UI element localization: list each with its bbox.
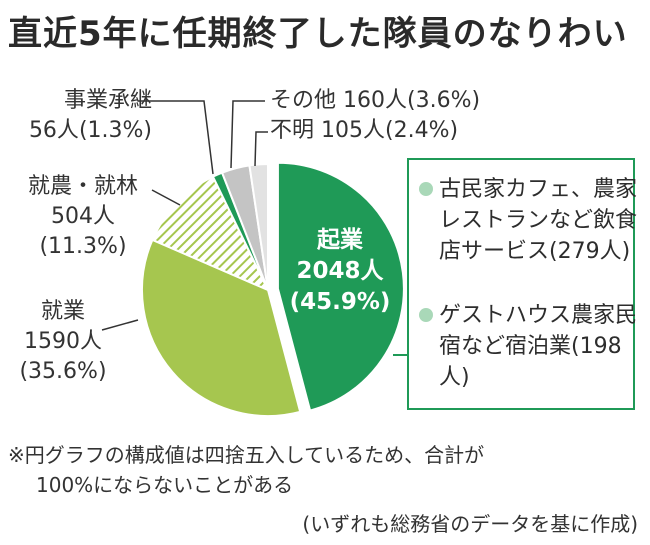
pie-slice-unknown bbox=[248, 162, 269, 291]
slice-label-line: その他 160人(3.6%) bbox=[270, 88, 481, 113]
breakdown-text: ゲストハウス農家民宿など宿泊業(198人) bbox=[439, 303, 638, 390]
slice-label-pct: (35.6%) bbox=[19, 359, 107, 384]
startup-breakdown-box: 古民家カフェ、農家レストランなど飲食店サービス(279人) ゲストハウス農家民宿… bbox=[407, 158, 637, 410]
pie-slice-startup bbox=[276, 161, 405, 412]
source-note: (いずれも総務省のデータを基に作成) bbox=[302, 512, 638, 536]
chart-title: 直近5年に任期終了した隊員のなりわい bbox=[8, 14, 628, 54]
footnote-line: 100%にならないことがある bbox=[36, 473, 294, 497]
label-employment: 就業 1590人 (35.6%) bbox=[8, 297, 118, 387]
label-business-succession: 事業承継 56人(1.3%) bbox=[12, 86, 152, 146]
slice-label-value: 2048人 bbox=[296, 258, 384, 284]
slice-label-pct: (11.3%) bbox=[39, 234, 127, 259]
leader-line-employment bbox=[101, 319, 139, 331]
slice-label-value: 56人(1.3%) bbox=[28, 118, 152, 143]
slice-label-value: 1590人 bbox=[24, 329, 102, 354]
breakdown-item-lodging: ゲストハウス農家民宿など宿泊業(198人) bbox=[419, 300, 639, 393]
label-farming-forestry: 就農・就林 504人 (11.3%) bbox=[8, 172, 158, 262]
slice-label-value: 504人 bbox=[51, 204, 115, 229]
label-other: その他 160人(3.6%) bbox=[270, 86, 480, 116]
bullet-dot bbox=[419, 182, 433, 196]
slice-label-pct: (45.9%) bbox=[289, 289, 391, 315]
footnote: ※円グラフの構成値は四捨五入しているため、合計が 100%にならないことがある bbox=[8, 440, 484, 500]
slice-label-name: 就農・就林 bbox=[27, 174, 138, 199]
leader-line-farming bbox=[151, 189, 181, 206]
label-unknown: 不明 105人(2.4%) bbox=[270, 116, 458, 146]
slice-label-line: 不明 105人(2.4%) bbox=[270, 118, 459, 143]
pie-slice-employment bbox=[141, 238, 302, 417]
leader-line-unknown bbox=[254, 131, 268, 167]
slice-label-name: 事業承継 bbox=[63, 88, 152, 113]
leader-line-business-succession bbox=[138, 100, 214, 175]
slice-label-name: 起業 bbox=[317, 227, 363, 253]
slice-label-name: 就業 bbox=[40, 299, 85, 324]
leader-line-other bbox=[230, 100, 265, 169]
breakdown-text: 古民家カフェ、農家レストランなど飲食店サービス(279人) bbox=[439, 177, 638, 264]
breakdown-item-restaurant: 古民家カフェ、農家レストランなど飲食店サービス(279人) bbox=[419, 174, 639, 267]
footnote-line: ※円グラフの構成値は四捨五入しているため、合計が bbox=[8, 443, 485, 467]
label-startup: 起業 2048人 (45.9%) bbox=[285, 225, 395, 318]
bullet-dot bbox=[419, 308, 433, 322]
